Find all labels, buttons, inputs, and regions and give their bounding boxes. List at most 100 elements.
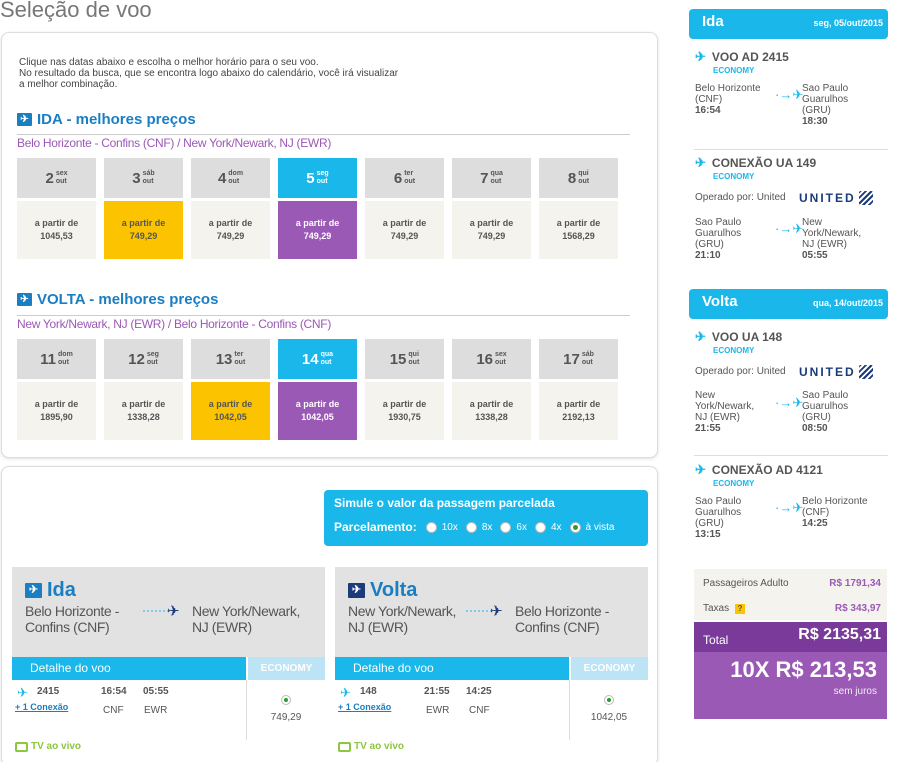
volta-day-12[interactable]: 12 seg out a partir de 1338,28 (104, 339, 183, 440)
ida-day-2[interactable]: 2 sex out a partir de 1045,53 (17, 158, 96, 259)
ida-day-6[interactable]: 6 ter out a partir de 749,29 (365, 158, 444, 259)
ida-day-4[interactable]: 4 dom out a partir de 749,29 (191, 158, 270, 259)
volta-day-14[interactable]: 14 qua out a partir de 1042,05 (278, 339, 357, 440)
day-price[interactable]: a partir de 749,29 (452, 201, 531, 259)
day-price[interactable]: a partir de 1338,28 (452, 382, 531, 440)
day-weekday: seg out (147, 351, 159, 367)
installment-options: Parcelamento: 10x 8x 6x 4x à vista (334, 520, 622, 534)
volta-day-17[interactable]: 17 sáb out a partir de 2192,13 (539, 339, 618, 440)
flight-detail-link[interactable]: Detalhe do voo (353, 661, 434, 675)
fare-radio[interactable] (604, 695, 614, 705)
city-line: Belo Horizonte (802, 496, 868, 507)
day-price[interactable]: a partir de 1042,05 (191, 382, 270, 440)
day-header[interactable]: 4 dom out (191, 158, 270, 198)
connection-link[interactable]: + 1 Conexão (15, 702, 69, 712)
tv-label: TV ao vivo (31, 741, 82, 752)
segment-time: 13:15 (695, 529, 721, 540)
taxes-row: Taxas? R$ 343,97 (694, 594, 887, 620)
volta-day-16[interactable]: 16 sex out a partir de 1338,28 (452, 339, 531, 440)
day-price[interactable]: a partir de 749,29 (365, 201, 444, 259)
taxes-label: Taxas (703, 603, 730, 614)
intro-text: Clique nas datas abaixo e escolha o melh… (19, 57, 449, 90)
ida-day-3[interactable]: 3 sáb out a partir de 749,29 (104, 158, 183, 259)
airplane-icon: ✈ (695, 462, 706, 477)
day-header[interactable]: 7 qua out (452, 158, 531, 198)
day-header[interactable]: 16 sex out (452, 339, 531, 379)
airplane-icon: ✈ (17, 293, 32, 306)
card-title: ✈ Volta (348, 579, 417, 602)
volta-day-15[interactable]: 15 qui out a partir de 1930,75 (365, 339, 444, 440)
price-value: 1045,53 (40, 231, 73, 241)
day-header[interactable]: 12 seg out (104, 339, 183, 379)
day-header[interactable]: 2 sex out (17, 158, 96, 198)
weekday: sex (495, 351, 507, 358)
ida-day-5[interactable]: 5 seg out a partir de 749,29 (278, 158, 357, 259)
installment-option[interactable]: 10x (425, 521, 458, 533)
installment-option[interactable]: 6x (500, 521, 527, 533)
flight-option-row[interactable]: ✈ 148 + 1 Conexão 21:55 14:25 EWR CNF 10… (335, 680, 648, 740)
segment-time: 08:50 (802, 423, 828, 434)
installment-simulator: Simule o valor da passagem parcelada Par… (324, 490, 648, 546)
economy-fare[interactable]: 1042,05 (569, 680, 648, 740)
day-price[interactable]: a partir de 749,29 (278, 201, 357, 259)
day-price[interactable]: a partir de 1042,05 (278, 382, 357, 440)
segment-class: ECONOMY (713, 346, 755, 355)
day-price[interactable]: a partir de 749,29 (191, 201, 270, 259)
installment-radio[interactable] (425, 521, 437, 533)
volta-day-11[interactable]: 11 dom out a partir de 1895,90 (17, 339, 96, 440)
installment-radio[interactable] (534, 521, 546, 533)
day-header[interactable]: 11 dom out (17, 339, 96, 379)
ida-day-7[interactable]: 7 qua out a partir de 749,29 (452, 158, 531, 259)
installment-radio[interactable] (500, 521, 512, 533)
day-number: 8 (567, 169, 577, 187)
segment-class: ECONOMY (713, 172, 755, 181)
flight-detail-link[interactable]: Detalhe do voo (30, 661, 111, 675)
price-value: 1042,05 (214, 412, 247, 422)
installment-option[interactable]: à vista (569, 521, 614, 533)
city-line: Guarulhos (802, 94, 849, 105)
taxes-label-wrap: Taxas? (703, 603, 746, 614)
connection-link[interactable]: + 1 Conexão (338, 702, 392, 712)
day-price[interactable]: a partir de 1895,90 (17, 382, 96, 440)
day-number: 2 (45, 169, 54, 187)
city-line: (CNF) (802, 507, 830, 518)
day-header[interactable]: 14 qua out (278, 339, 357, 379)
day-price[interactable]: a partir de 1568,29 (539, 201, 618, 259)
fare-radio[interactable] (281, 695, 291, 705)
month: out (316, 178, 328, 185)
total-label: Total (703, 633, 729, 647)
installment-radio[interactable] (465, 521, 477, 533)
operated-by: Operado por: United (695, 192, 786, 203)
ida-day-list: 2 sex out a partir de 1045,53 3 sáb out a partir… (17, 158, 618, 259)
card-title: ✈ Ida (25, 579, 76, 602)
ida-day-8[interactable]: 8 qui out a partir de 1568,29 (539, 158, 618, 259)
day-price[interactable]: a partir de 1930,75 (365, 382, 444, 440)
day-price[interactable]: a partir de 749,29 (104, 201, 183, 259)
volta-day-13[interactable]: 13 ter out a partir de 1042,05 (191, 339, 270, 440)
city-line: NJ (EWR) (695, 412, 740, 423)
price-value: 1338,28 (475, 412, 508, 422)
day-header[interactable]: 8 qui out (539, 158, 618, 198)
day-header[interactable]: 3 sáb out (104, 158, 183, 198)
day-price[interactable]: a partir de 2192,13 (539, 382, 618, 440)
flight-option-row[interactable]: ✈ 2415 + 1 Conexão 16:54 05:55 CNF EWR 7… (12, 680, 325, 740)
live-tv-feature: TV ao vivo (338, 741, 404, 752)
day-header[interactable]: 5 seg out (278, 158, 357, 198)
installment-option[interactable]: 4x (534, 521, 562, 533)
day-header[interactable]: 13 ter out (191, 339, 270, 379)
economy-fare[interactable]: 749,29 (246, 680, 325, 740)
installment-option[interactable]: 8x (465, 521, 492, 533)
installment-value: 10X R$ 213,53 (730, 657, 877, 682)
day-weekday: qui out (578, 170, 589, 186)
day-header[interactable]: 15 qui out (365, 339, 444, 379)
flight-number: 2415 (37, 686, 60, 697)
day-price[interactable]: a partir de 1338,28 (104, 382, 183, 440)
volta-route: New York/Newark, NJ (EWR) / Belo Horizon… (17, 317, 332, 331)
installment-radio[interactable] (569, 521, 581, 533)
day-price[interactable]: a partir de 1045,53 (17, 201, 96, 259)
day-header[interactable]: 6 ter out (365, 158, 444, 198)
arrival-code: CNF (469, 705, 490, 716)
help-icon[interactable]: ? (735, 604, 746, 614)
day-header[interactable]: 17 sáb out (539, 339, 618, 379)
united-globe-icon (858, 191, 873, 205)
